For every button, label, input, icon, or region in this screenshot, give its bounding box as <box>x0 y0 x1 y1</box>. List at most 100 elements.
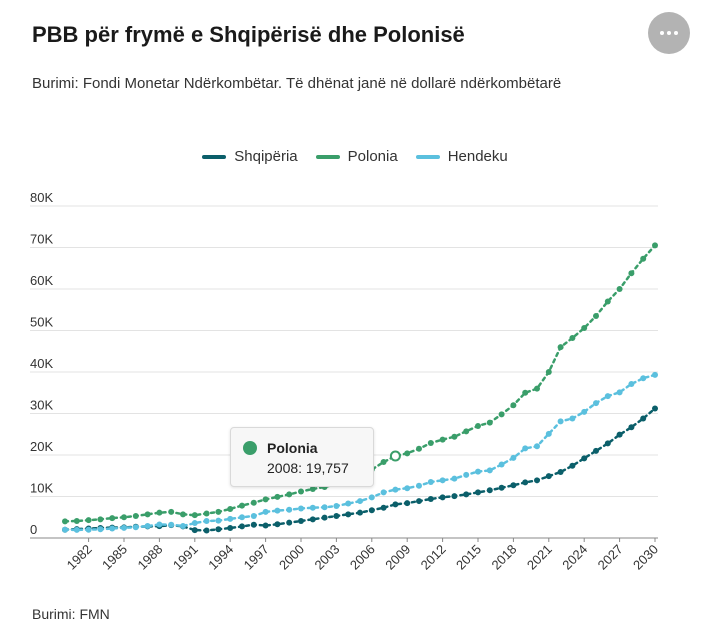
data-point <box>239 523 245 530</box>
data-point <box>510 482 517 489</box>
data-point <box>522 445 529 452</box>
x-tick-label: 2024 <box>559 542 590 573</box>
data-point <box>616 431 623 438</box>
legend-item-hendeku[interactable]: Hendeku <box>415 148 508 165</box>
data-point <box>262 522 269 529</box>
legend-label: Polonia <box>347 148 398 165</box>
data-point <box>652 405 658 412</box>
data-point <box>333 513 340 520</box>
data-point <box>298 517 304 524</box>
data-point <box>545 473 552 480</box>
data-point <box>404 485 411 492</box>
data-point <box>486 487 493 494</box>
data-point <box>203 510 210 517</box>
data-point <box>498 461 505 468</box>
data-point <box>652 371 658 378</box>
data-point <box>439 477 446 484</box>
data-point <box>427 495 434 502</box>
x-tick-label: 2006 <box>347 542 378 573</box>
data-point <box>321 514 328 521</box>
data-point <box>581 455 588 462</box>
x-tick-label: 1997 <box>241 542 272 573</box>
legend-item-shqiperia[interactable]: Shqipëria <box>202 148 298 165</box>
highlight-point <box>389 450 401 462</box>
data-point <box>298 488 304 495</box>
data-point <box>309 504 316 511</box>
data-point <box>557 469 564 476</box>
y-tick-label: 60K <box>30 273 53 288</box>
data-point <box>534 477 540 484</box>
more-options-button[interactable] <box>648 12 690 54</box>
data-point <box>569 415 576 422</box>
data-point <box>321 504 328 511</box>
x-tick-label: 2030 <box>630 542 661 573</box>
data-point <box>156 521 163 528</box>
data-point <box>534 385 540 392</box>
data-point <box>97 526 104 533</box>
x-tick-label: 2027 <box>595 542 626 573</box>
y-tick-label: 70K <box>30 232 53 247</box>
data-point <box>191 520 198 527</box>
data-point <box>404 450 411 457</box>
data-point <box>132 513 139 520</box>
data-point <box>604 393 611 400</box>
y-tick-label: 10K <box>30 481 53 496</box>
data-point <box>557 418 564 425</box>
data-point <box>486 419 493 426</box>
data-point <box>416 498 422 505</box>
data-point <box>62 518 68 525</box>
data-point <box>274 521 281 528</box>
data-point <box>227 505 234 512</box>
x-tick-label: 2018 <box>488 542 519 573</box>
data-point <box>274 507 281 514</box>
data-point <box>121 524 127 531</box>
data-point <box>427 478 434 485</box>
data-point <box>628 424 635 431</box>
data-point <box>616 389 623 396</box>
data-point <box>215 517 222 524</box>
data-point <box>557 344 564 351</box>
data-point <box>404 500 411 507</box>
data-point <box>262 508 269 515</box>
data-point <box>593 400 599 407</box>
data-point <box>309 516 316 523</box>
data-point <box>180 511 186 518</box>
data-point <box>451 433 458 440</box>
data-point <box>522 479 529 486</box>
data-point <box>286 491 293 498</box>
data-point <box>215 526 222 533</box>
legend-item-polonia[interactable]: Polonia <box>315 148 398 165</box>
data-point <box>498 484 505 491</box>
data-point <box>581 325 588 332</box>
x-tick-label: 1991 <box>170 542 201 573</box>
data-point <box>652 242 658 249</box>
legend-swatch <box>202 154 227 159</box>
x-tick-label: 2012 <box>418 542 449 573</box>
data-point <box>640 375 647 382</box>
data-point <box>604 440 611 447</box>
data-point <box>239 502 245 509</box>
data-point <box>392 501 399 508</box>
data-point <box>191 527 198 534</box>
data-point <box>357 509 363 516</box>
data-point <box>250 513 257 520</box>
data-point <box>250 499 257 506</box>
more-horizontal-icon <box>674 31 678 35</box>
data-point <box>475 489 481 496</box>
tooltip-series: Polonia <box>267 440 318 456</box>
x-tick-label: 2009 <box>382 542 413 573</box>
data-point <box>62 526 68 533</box>
data-point <box>569 462 576 469</box>
data-point <box>380 459 387 466</box>
legend-label: Hendeku <box>447 148 508 165</box>
y-tick-label: 80K <box>30 190 53 205</box>
data-point <box>85 517 92 524</box>
data-point <box>510 454 517 461</box>
data-point <box>534 443 540 450</box>
data-point <box>227 525 234 532</box>
data-point <box>545 369 552 375</box>
data-point <box>640 415 647 422</box>
data-point <box>368 507 375 514</box>
legend-swatch <box>415 154 440 159</box>
x-tick-label: 2000 <box>276 542 307 573</box>
